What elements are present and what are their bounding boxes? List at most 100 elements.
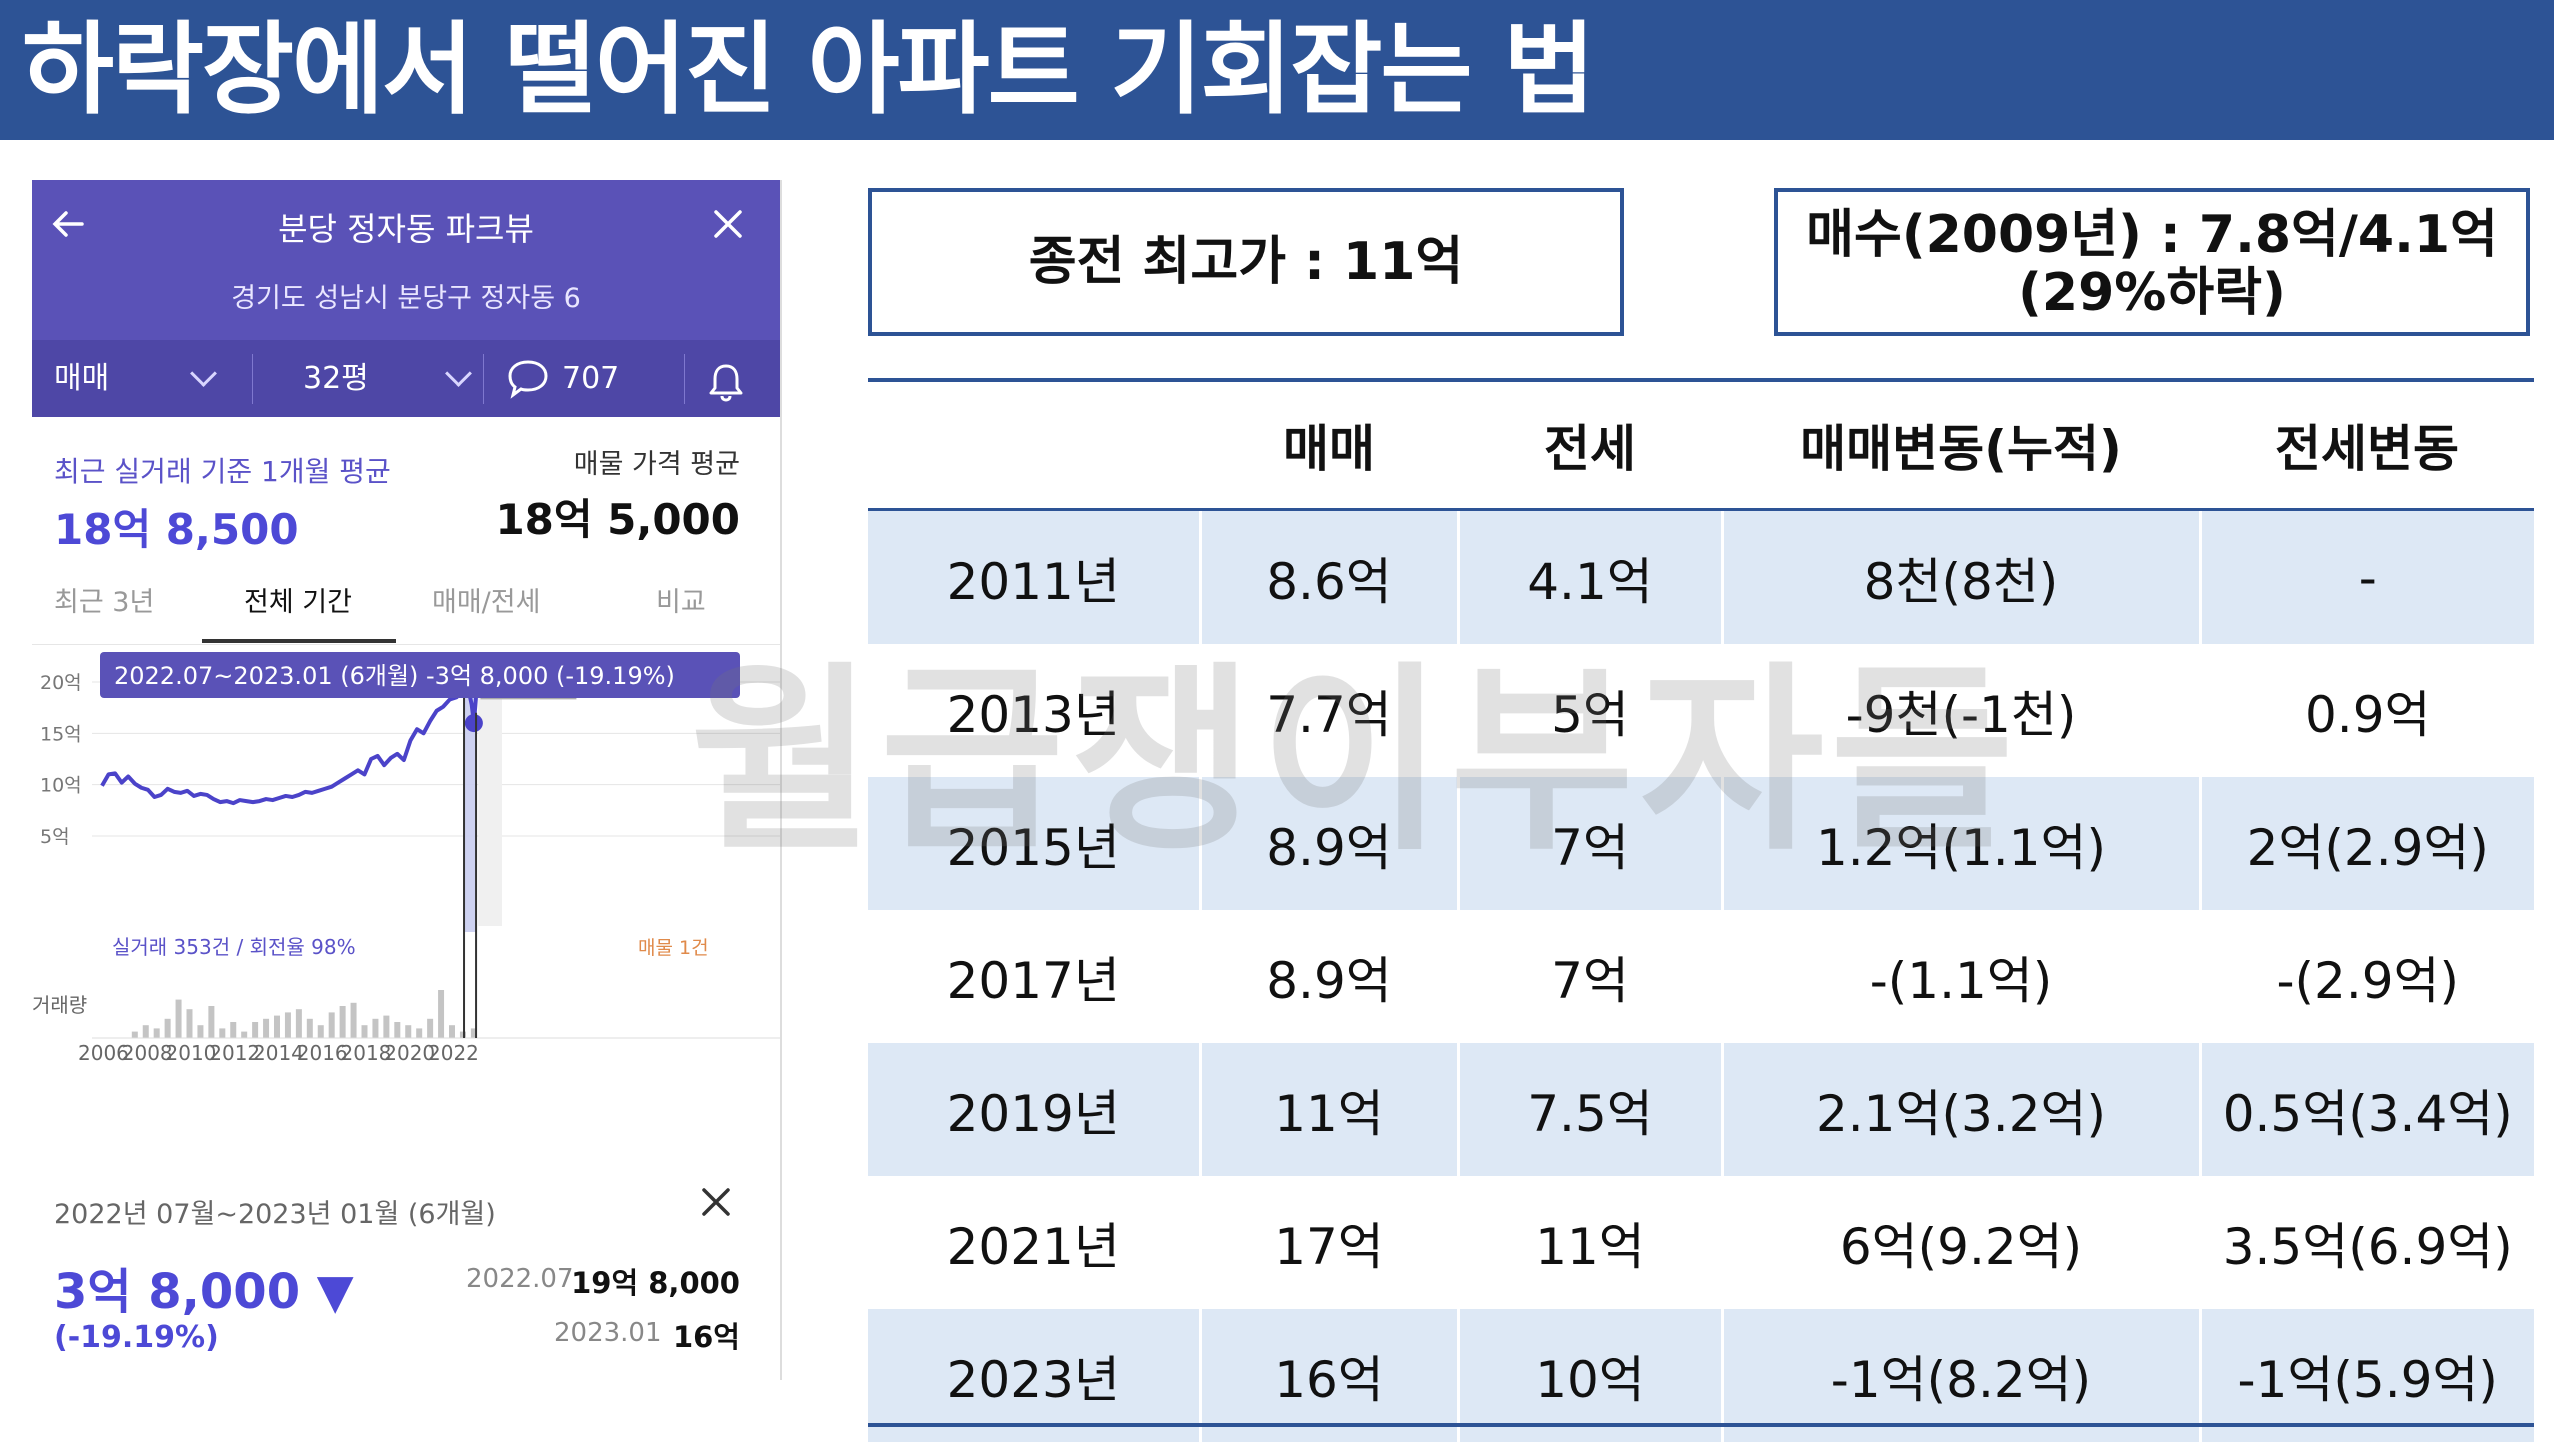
- cell-jeonse: 11억: [1456, 1176, 1722, 1309]
- table-bottom-rule: [868, 1423, 2534, 1427]
- selected-period-label: 2022년 07월~2023년 01월 (6개월): [54, 1199, 496, 1230]
- listing-price-label: 매물 가격 평균: [573, 449, 740, 480]
- volume-bar: [219, 1028, 226, 1038]
- divider: [483, 354, 484, 404]
- volume-bar: [197, 1025, 204, 1038]
- volume-bar: [306, 1018, 313, 1038]
- close-icon[interactable]: [698, 1184, 734, 1220]
- cell-jeonse-change: 3.5억(6.9억): [2198, 1176, 2534, 1309]
- volume-bar: [241, 1031, 248, 1038]
- selected-period-band: [464, 682, 477, 932]
- bell-icon[interactable]: [704, 360, 748, 404]
- close-icon[interactable]: [708, 204, 748, 244]
- trade-type-label: 매매: [54, 361, 110, 396]
- cell-trade-change: -(1.1억): [1720, 910, 2200, 1043]
- volume-bar: [350, 1002, 357, 1038]
- cell-trade: 11억: [1198, 1043, 1458, 1176]
- volume-bar: [470, 1028, 477, 1038]
- cell-trade-change: 6억(9.2억): [1720, 1176, 2200, 1309]
- volume-bar: [131, 1031, 138, 1038]
- chevron-down-icon: [190, 360, 217, 387]
- volume-bar: [383, 1015, 390, 1038]
- back-arrow-icon[interactable]: [48, 204, 88, 244]
- cell-trade-change: 8천(8천): [1720, 509, 2200, 644]
- volume-bar: [416, 1028, 423, 1038]
- comments-button[interactable]: 707: [484, 340, 684, 417]
- tab-trade-jeonse[interactable]: 매매/전세: [432, 587, 541, 618]
- x-tick-label: 2018: [341, 1041, 392, 1065]
- listing-price-value: 18억 5,000: [495, 495, 740, 544]
- period-start-price: 19억 8,000: [571, 1266, 740, 1300]
- volume-bar: [208, 1006, 215, 1038]
- volume-bar: [284, 1012, 291, 1038]
- price-series-line: [100, 682, 482, 806]
- recent-trade-label: 최근 실거래 기준 1개월 평균: [54, 455, 391, 488]
- listing-count-text: 매물 1건: [638, 937, 709, 959]
- cell-year: 2017년: [868, 910, 1200, 1043]
- volume-bar: [427, 1018, 434, 1038]
- table-top-rule: [868, 378, 2534, 382]
- volume-bar: [372, 1018, 379, 1038]
- cell-trade: 7.7억: [1198, 644, 1458, 777]
- cell-jeonse: 7.5억: [1456, 1043, 1722, 1176]
- volume-axis-label: 거래량: [32, 993, 87, 1017]
- cell-year: 2015년: [868, 777, 1200, 910]
- size-dropdown[interactable]: 32평: [253, 340, 483, 417]
- purchase-info-line1: 매수(2009년) : 7.8억/4.1억: [1806, 205, 2498, 265]
- y-tick-label: 20억: [40, 672, 82, 694]
- tab-recent-3-years[interactable]: 최근 3년: [54, 587, 155, 618]
- table-row: 2021년 17억 11억 6억(9.2억) 3.5억(6.9억): [868, 1176, 2534, 1309]
- table-row: 2023년 16억 10억 -1억(8.2억) -1억(5.9억): [868, 1309, 2534, 1442]
- cell-jeonse-change: 0.5억(3.4억): [2198, 1043, 2534, 1176]
- x-tick-label: 2016: [297, 1041, 348, 1065]
- listing-area: [478, 687, 502, 926]
- volume-bar: [405, 1025, 412, 1038]
- x-tick-label: 2014: [253, 1041, 304, 1065]
- size-label: 32평: [303, 361, 369, 396]
- cell-trade: 16억: [1198, 1309, 1458, 1442]
- chart-tooltip: [100, 652, 740, 698]
- cell-year: 2011년: [868, 509, 1200, 644]
- tab-compare[interactable]: 비교: [656, 587, 706, 618]
- cell-trade-change: 1.2억(1.1억): [1720, 777, 2200, 910]
- cell-jeonse-change: 2억(2.9억): [2198, 777, 2534, 910]
- purchase-info-line2: (29%하락): [2018, 263, 2286, 323]
- purchase-info-box: 매수(2009년) : 7.8억/4.1억 (29%하락): [1774, 188, 2530, 336]
- table-row: 2011년 8.6억 4.1억 8천(8천) -: [868, 509, 2534, 644]
- header-jeonse: 전세: [1458, 382, 1722, 511]
- volume-bar: [459, 1031, 466, 1038]
- x-tick-label: 2008: [122, 1041, 173, 1065]
- comments-count: 707: [562, 361, 620, 396]
- period-start-date: 2022.07: [466, 1264, 574, 1294]
- cell-jeonse-change: -(2.9억): [2198, 910, 2534, 1043]
- price-change-percent: (-19.19%): [54, 1320, 219, 1355]
- trade-type-dropdown[interactable]: 매매: [32, 340, 252, 417]
- volume-bar: [361, 1025, 368, 1038]
- volume-bar: [394, 1022, 401, 1038]
- apartment-address: 경기도 성남시 분당구 정자동 6: [231, 283, 581, 314]
- tab-all-period[interactable]: 전체 기간: [244, 587, 352, 618]
- period-end-date: 2023.01: [554, 1318, 662, 1348]
- selected-point-marker[interactable]: [464, 714, 483, 733]
- period-end-price: 16억: [672, 1320, 740, 1354]
- table-header-row: 매매 전세 매매변동(누적) 전세변동: [868, 382, 2534, 511]
- cell-year: 2019년: [868, 1043, 1200, 1176]
- volume-bar: [438, 990, 445, 1038]
- volume-bar: [328, 1012, 335, 1038]
- y-tick-label: 15억: [40, 723, 82, 745]
- header-trade: 매매: [1200, 382, 1458, 511]
- cell-jeonse: 7억: [1456, 777, 1722, 910]
- volume-bar: [175, 999, 182, 1038]
- volume-bar: [164, 1018, 171, 1038]
- chat-bubble-icon: [508, 360, 548, 399]
- table-row: 2017년 8.9억 7억 -(1.1억) -(2.9억): [868, 910, 2534, 1043]
- volume-bar: [142, 1025, 149, 1038]
- price-history-table: 매매 전세 매매변동(누적) 전세변동 2011년 8.6억 4.1억 8천(8천) -…: [868, 382, 2534, 1442]
- cell-trade-change: -1억(8.2억): [1720, 1309, 2200, 1442]
- header-year: [868, 382, 1200, 511]
- previous-peak-box: 종전 최고가 : 11억: [868, 188, 1624, 336]
- cell-year: 2023년: [868, 1309, 1200, 1442]
- volume-bar: [186, 1009, 193, 1038]
- price-chart[interactable]: 20억 15억 10억 5억 2006200820102012201420162018…: [32, 646, 780, 1286]
- x-tick-label: 2020: [384, 1041, 435, 1065]
